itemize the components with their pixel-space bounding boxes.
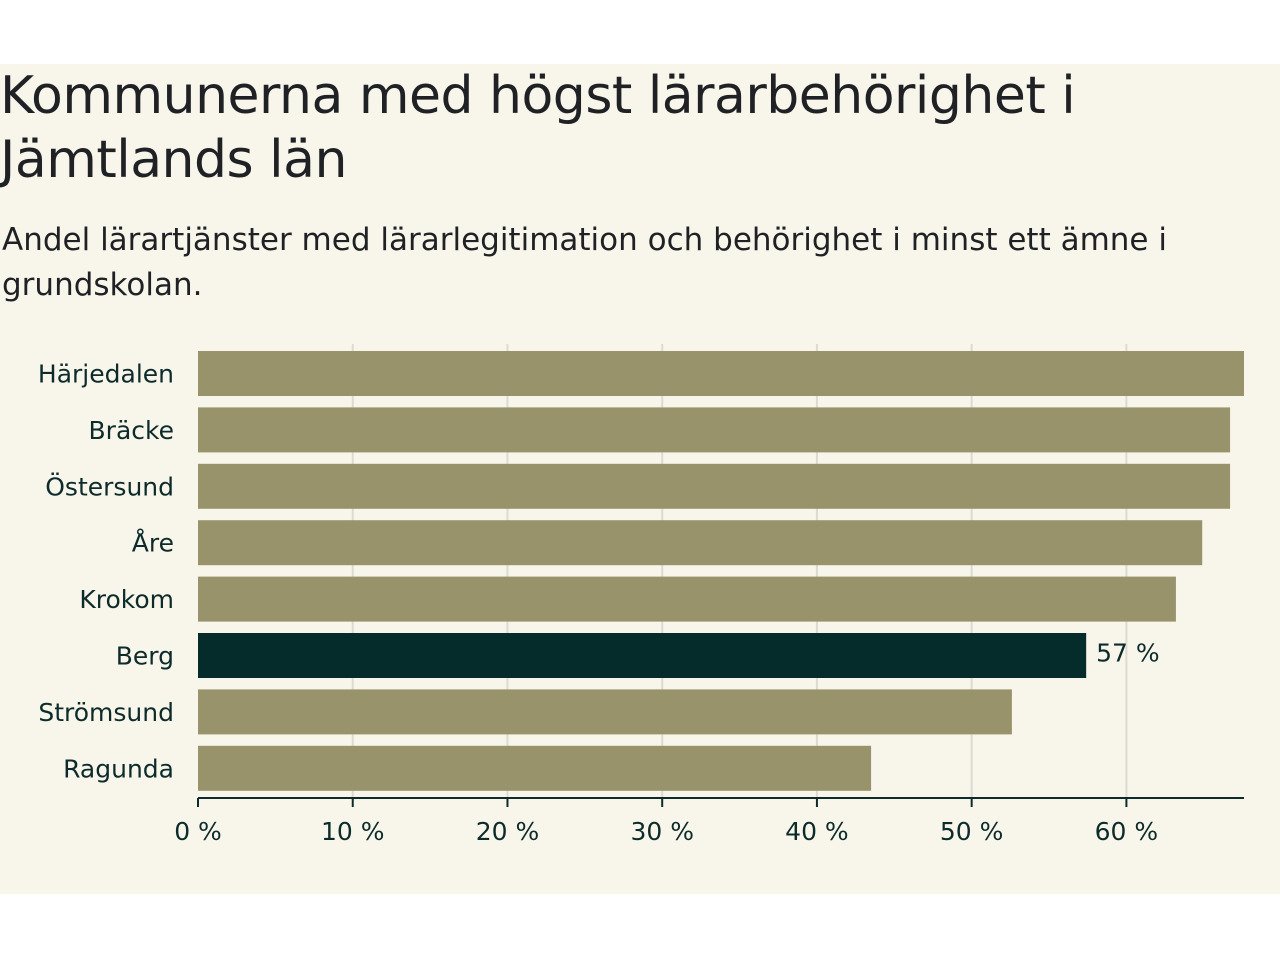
x-tick-label: 40 % [785,817,849,846]
chart-title: Kommunerna med högst lärarbehörighet i J… [0,66,1076,190]
chart-card: Kommunerna med högst lärarbehörighet i J… [0,64,1280,894]
bars [198,351,1244,791]
category-label: Krokom [79,585,174,614]
chart-subtitle: Andel lärartjänster med lärarlegitimatio… [2,222,1167,303]
value-labels: 57 % [1096,639,1160,668]
category-label: Härjedalen [38,360,174,389]
bar-stromsund [198,689,1012,735]
x-tick-label: 10 % [321,817,385,846]
bar-chart: Härjedalen Bräcke Östersund Åre Krokom Berg St… [38,344,1244,846]
x-tick-label: 60 % [1095,817,1159,846]
bar-bracke [198,407,1231,453]
x-tick-label: 30 % [630,817,694,846]
x-tick-label: 0 % [174,817,222,846]
x-tick-label: 50 % [940,817,1004,846]
category-label: Bräcke [89,416,174,445]
x-axis: 0 % 10 % 20 % 30 % 40 % 50 % 60 % [174,797,1244,846]
bar-harjedalen [198,351,1244,396]
category-label: Åre [132,529,174,558]
category-label: Strömsund [38,698,174,727]
value-label: 57 % [1096,639,1160,668]
category-labels: Härjedalen Bräcke Östersund Åre Krokom Berg St… [38,360,174,784]
x-tick-label: 20 % [476,817,540,846]
bar-ragunda [198,745,872,791]
bar-berg [198,633,1087,678]
category-label: Ragunda [63,754,174,783]
bar-are [198,520,1203,566]
category-label: Östersund [45,472,174,501]
bar-krokom [198,576,1176,622]
category-label: Berg [116,642,174,671]
bar-ostersund [198,463,1231,509]
